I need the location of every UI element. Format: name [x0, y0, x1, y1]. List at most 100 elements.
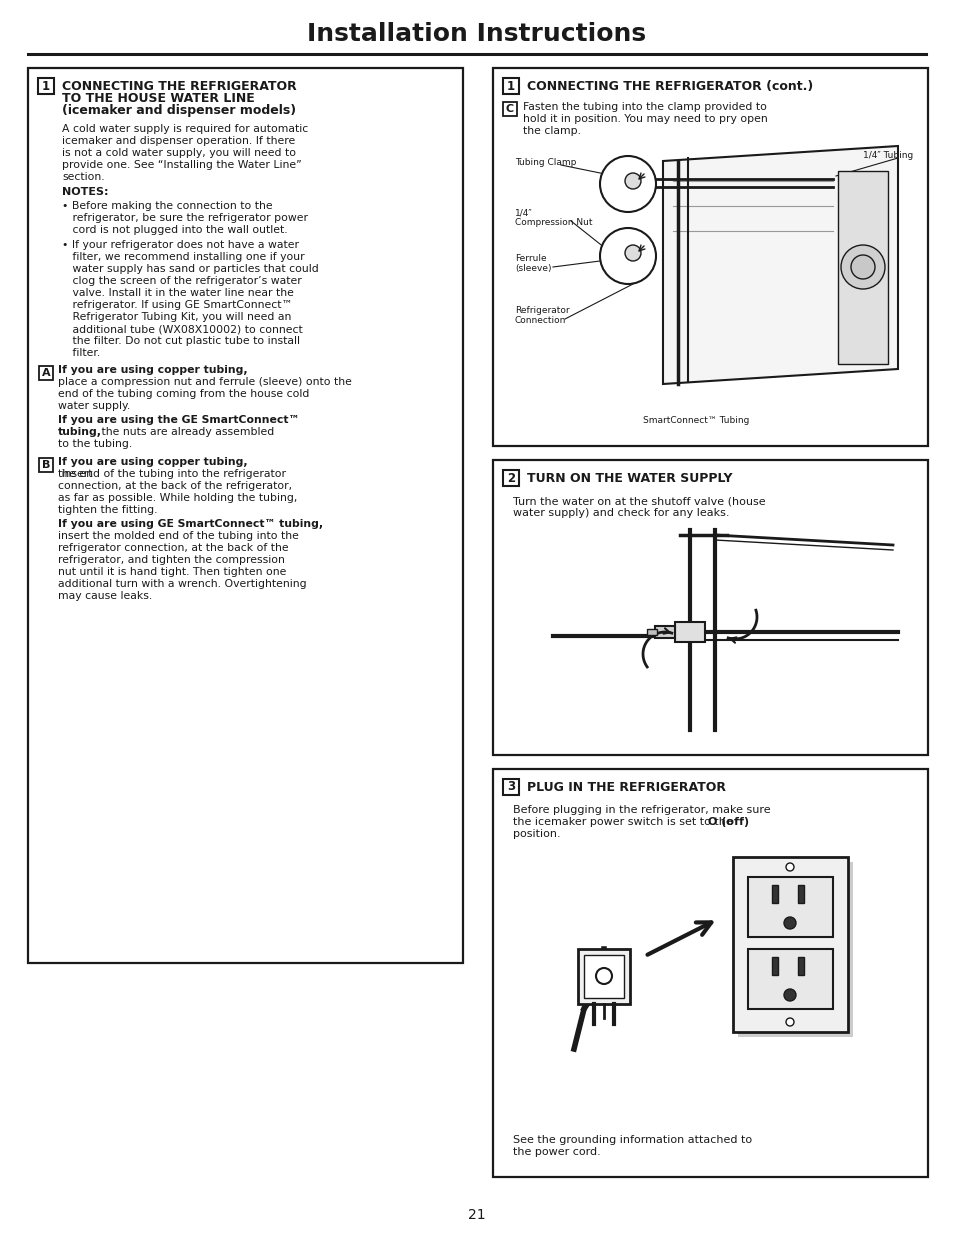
Text: hold it in position. You may need to pry open: hold it in position. You may need to pry…: [522, 114, 767, 124]
Circle shape: [841, 245, 884, 289]
Text: water supply has sand or particles that could: water supply has sand or particles that …: [62, 264, 318, 274]
Text: clog the screen of the refrigerator’s water: clog the screen of the refrigerator’s wa…: [62, 275, 301, 287]
Bar: [747, 877, 832, 937]
Text: the filter. Do not cut plastic tube to install: the filter. Do not cut plastic tube to i…: [62, 336, 299, 346]
Bar: [675, 622, 704, 642]
Bar: [655, 626, 675, 638]
Text: valve. Install it in the water line near the: valve. Install it in the water line near…: [62, 288, 294, 298]
Text: C: C: [505, 104, 514, 114]
Bar: [493, 459, 927, 755]
Text: NOTES:: NOTES:: [62, 186, 109, 198]
Text: TO THE HOUSE WATER LINE: TO THE HOUSE WATER LINE: [62, 91, 254, 105]
Bar: [771, 885, 778, 903]
Bar: [771, 957, 778, 974]
Bar: [837, 170, 887, 364]
Polygon shape: [662, 146, 897, 384]
Text: the power cord.: the power cord.: [513, 1147, 600, 1157]
Text: PLUG IN THE REFRIGERATOR: PLUG IN THE REFRIGERATOR: [526, 781, 725, 794]
Text: the end of the tubing into the refrigerator: the end of the tubing into the refrigera…: [58, 469, 286, 479]
Text: the icemaker power switch is set to the: the icemaker power switch is set to the: [513, 818, 736, 827]
Bar: [578, 948, 629, 1004]
Text: refrigerator connection, at the back of the: refrigerator connection, at the back of …: [58, 543, 289, 553]
Bar: [646, 629, 657, 635]
Circle shape: [850, 254, 874, 279]
Text: O (off): O (off): [707, 818, 748, 827]
Bar: [738, 862, 852, 1037]
Text: CONNECTING THE REFRIGERATOR: CONNECTING THE REFRIGERATOR: [62, 80, 296, 93]
Circle shape: [599, 156, 656, 212]
Text: TURN ON THE WATER SUPPLY: TURN ON THE WATER SUPPLY: [526, 472, 732, 485]
Text: water supply) and check for any leaks.: water supply) and check for any leaks.: [513, 508, 729, 517]
Circle shape: [783, 918, 795, 929]
Text: section.: section.: [62, 172, 105, 182]
Text: SmartConnect™ Tubing: SmartConnect™ Tubing: [642, 416, 749, 425]
Text: as far as possible. While holding the tubing,: as far as possible. While holding the tu…: [58, 493, 297, 503]
Text: Turn the water on at the shutoff valve (house: Turn the water on at the shutoff valve (…: [513, 496, 765, 506]
Text: Ferrule: Ferrule: [515, 254, 546, 263]
Text: Before plugging in the refrigerator, make sure: Before plugging in the refrigerator, mak…: [513, 805, 770, 815]
Bar: [747, 948, 832, 1009]
Bar: [797, 885, 803, 903]
Text: filter, we recommend installing one if your: filter, we recommend installing one if y…: [62, 252, 304, 262]
Bar: [493, 769, 927, 1177]
Text: Refrigerator Tubing Kit, you will need an: Refrigerator Tubing Kit, you will need a…: [62, 312, 291, 322]
Text: may cause leaks.: may cause leaks.: [58, 592, 152, 601]
Text: A: A: [42, 368, 51, 378]
Text: position.: position.: [513, 829, 560, 839]
Text: icemaker and dispenser operation. If there: icemaker and dispenser operation. If the…: [62, 136, 294, 146]
Bar: [502, 471, 518, 487]
Text: Refrigerator: Refrigerator: [515, 306, 569, 315]
Text: tighten the fitting.: tighten the fitting.: [58, 505, 157, 515]
Circle shape: [783, 989, 795, 1002]
Circle shape: [785, 863, 793, 871]
Bar: [502, 779, 518, 795]
Circle shape: [624, 245, 640, 261]
Text: (sleeve): (sleeve): [515, 264, 551, 273]
Text: 3: 3: [506, 781, 515, 794]
Text: end of the tubing coming from the house cold: end of the tubing coming from the house …: [58, 389, 309, 399]
Text: additional tube (WX08X10002) to connect: additional tube (WX08X10002) to connect: [62, 324, 302, 333]
Text: • Before making the connection to the: • Before making the connection to the: [62, 201, 273, 211]
Text: See the grounding information attached to: See the grounding information attached t…: [513, 1135, 751, 1145]
Text: nut until it is hand tight. Then tighten one: nut until it is hand tight. Then tighten…: [58, 567, 286, 577]
Text: Fasten the tubing into the clamp provided to: Fasten the tubing into the clamp provide…: [522, 103, 766, 112]
Text: the nuts are already assembled: the nuts are already assembled: [98, 427, 274, 437]
Text: If you are using copper tubing,: If you are using copper tubing,: [58, 366, 248, 375]
Text: 1: 1: [42, 79, 50, 93]
Text: (icemaker and dispenser models): (icemaker and dispenser models): [62, 104, 295, 117]
Text: is not a cold water supply, you will need to: is not a cold water supply, you will nee…: [62, 148, 295, 158]
Text: CONNECTING THE REFRIGERATOR (cont.): CONNECTING THE REFRIGERATOR (cont.): [526, 80, 812, 93]
Circle shape: [624, 173, 640, 189]
Circle shape: [596, 968, 612, 984]
Text: If you are using copper tubing,: If you are using copper tubing,: [58, 457, 248, 467]
Bar: [502, 78, 518, 94]
Text: the clamp.: the clamp.: [522, 126, 580, 136]
Text: If you are using GE SmartConnect™ tubing,: If you are using GE SmartConnect™ tubing…: [58, 519, 323, 529]
Text: provide one. See “Installing the Water Line”: provide one. See “Installing the Water L…: [62, 161, 301, 170]
Text: If you are using the GE SmartConnect™: If you are using the GE SmartConnect™: [58, 415, 299, 425]
Text: cord is not plugged into the wall outlet.: cord is not plugged into the wall outlet…: [62, 225, 287, 235]
Text: refrigerator, and tighten the compression: refrigerator, and tighten the compressio…: [58, 555, 285, 564]
Bar: [493, 68, 927, 446]
Bar: [732, 857, 847, 1032]
Text: to the tubing.: to the tubing.: [58, 438, 132, 450]
Bar: [583, 955, 623, 998]
Text: refrigerator, be sure the refrigerator power: refrigerator, be sure the refrigerator p…: [62, 212, 308, 224]
Text: tubing,: tubing,: [58, 427, 102, 437]
Text: connection, at the back of the refrigerator,: connection, at the back of the refrigera…: [58, 480, 292, 492]
Text: Connection: Connection: [515, 316, 566, 325]
Text: insert: insert: [58, 469, 92, 479]
Text: 2: 2: [506, 472, 515, 484]
Text: 21: 21: [468, 1208, 485, 1221]
Text: 1/4″ Tubing: 1/4″ Tubing: [862, 151, 912, 161]
Bar: [502, 103, 517, 116]
Bar: [39, 458, 53, 472]
Text: Compression Nut: Compression Nut: [515, 219, 592, 227]
Text: Installation Instructions: Installation Instructions: [307, 22, 646, 46]
Text: 1/4″: 1/4″: [515, 207, 532, 217]
Text: refrigerator. If using GE SmartConnect™: refrigerator. If using GE SmartConnect™: [62, 300, 292, 310]
Text: B: B: [42, 459, 51, 471]
Bar: [38, 78, 54, 94]
Text: • If your refrigerator does not have a water: • If your refrigerator does not have a w…: [62, 240, 298, 249]
Bar: [39, 366, 53, 380]
